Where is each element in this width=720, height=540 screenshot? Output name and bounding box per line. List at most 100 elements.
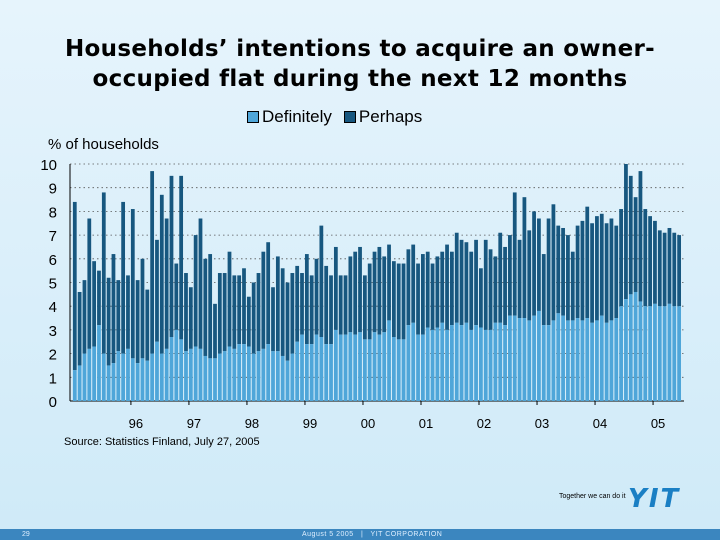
footer-date: August 5 2005	[302, 531, 354, 538]
bar-perhaps	[648, 216, 652, 307]
bar-definitely	[614, 318, 619, 401]
bar-definitely	[169, 337, 174, 401]
bar-perhaps	[396, 263, 401, 340]
bar-definitely	[590, 322, 594, 401]
bar-definitely	[440, 322, 445, 401]
bar-perhaps	[333, 246, 338, 330]
bar-perhaps	[604, 223, 609, 323]
x-tick-label: 01	[419, 416, 433, 431]
bar-perhaps	[580, 220, 585, 321]
bar-definitely	[213, 358, 217, 401]
bar-perhaps	[401, 263, 406, 340]
bar-perhaps	[575, 225, 580, 319]
bar-perhaps	[208, 254, 213, 359]
bar-perhaps	[169, 175, 174, 338]
bar-definitely	[430, 329, 435, 401]
bar-definitely	[155, 341, 159, 401]
bar-perhaps	[203, 258, 208, 356]
y-tick-label: 4	[49, 299, 57, 316]
bar-perhaps	[348, 256, 353, 333]
y-tick-label: 3	[49, 323, 57, 340]
bar-perhaps	[488, 249, 493, 330]
yit-logo: YIT	[628, 484, 681, 514]
bar-definitely	[575, 318, 580, 401]
bar-perhaps	[227, 251, 232, 347]
bar-definitely	[677, 306, 682, 401]
bar-definitely	[324, 344, 329, 401]
bar-definitely	[164, 348, 169, 401]
bar-definitely	[474, 325, 478, 401]
bar-definitely	[242, 344, 246, 401]
bar-definitely	[464, 322, 469, 401]
bar-definitely	[556, 313, 561, 401]
y-tick-label: 1	[49, 370, 57, 387]
bar-definitely	[275, 351, 280, 401]
bar-definitely	[150, 353, 155, 401]
bar-perhaps	[662, 232, 667, 307]
bar-definitely	[271, 351, 275, 401]
bar-definitely	[159, 353, 164, 401]
bar-perhaps	[561, 227, 565, 316]
bar-definitely	[546, 325, 551, 401]
x-tick-label: 05	[651, 416, 665, 431]
bar-definitely	[121, 353, 126, 401]
bar-perhaps	[614, 225, 619, 319]
bar-definitely	[411, 322, 416, 401]
bar-perhaps	[97, 270, 101, 326]
bar-definitely	[174, 329, 179, 401]
bar-definitely	[300, 334, 304, 401]
bar-definitely	[406, 325, 411, 401]
bar-definitely	[227, 346, 232, 401]
bar-definitely	[372, 332, 377, 401]
bar-definitely	[77, 365, 82, 401]
bar-perhaps	[246, 296, 251, 347]
bar-definitely	[82, 353, 87, 401]
bar-definitely	[580, 320, 585, 401]
footer-separator: |	[361, 531, 364, 538]
slide-title: Households’ intentions to acquire an own…	[20, 34, 700, 94]
bar-definitely	[454, 322, 459, 401]
bar-perhaps	[82, 280, 87, 354]
bar-perhaps	[411, 244, 416, 323]
bar-perhaps	[179, 175, 184, 340]
bar-perhaps	[653, 220, 657, 304]
bar-perhaps	[512, 192, 517, 316]
bar-perhaps	[232, 275, 237, 349]
bar-definitely	[503, 325, 507, 401]
x-tick-label: 02	[477, 416, 491, 431]
bar-definitely	[585, 318, 590, 401]
bar-definitely	[643, 306, 648, 401]
bar-definitely	[358, 332, 362, 401]
bar-perhaps	[213, 303, 217, 359]
bar-definitely	[188, 348, 193, 401]
page-number: 29	[22, 531, 30, 538]
x-tick-label: 99	[303, 416, 317, 431]
bar-perhaps	[590, 223, 594, 323]
bar-definitely	[126, 348, 130, 401]
bar-definitely	[662, 306, 667, 401]
bar-perhaps	[493, 256, 498, 323]
bar-perhaps	[324, 265, 329, 345]
bar-perhaps	[464, 242, 469, 323]
bar-perhaps	[242, 268, 246, 345]
bar-perhaps	[435, 256, 440, 328]
bar-definitely	[512, 315, 517, 401]
bar-perhaps	[672, 232, 677, 307]
bar-perhaps	[638, 171, 643, 302]
bar-perhaps	[556, 225, 561, 314]
bar-perhaps	[532, 211, 536, 316]
bar-definitely	[217, 353, 222, 401]
bar-perhaps	[343, 275, 348, 335]
bar-perhaps	[101, 192, 106, 354]
bar-definitely	[92, 346, 97, 401]
footer-company: YIT CORPORATION	[370, 531, 443, 538]
bar-perhaps	[295, 265, 300, 342]
bar-perhaps	[609, 218, 614, 321]
bar-definitely	[348, 332, 353, 401]
bar-definitely	[469, 329, 474, 401]
bar-definitely	[246, 346, 251, 401]
bar-perhaps	[261, 251, 266, 349]
bar-perhaps	[372, 251, 377, 333]
x-tick-label: 03	[535, 416, 549, 431]
